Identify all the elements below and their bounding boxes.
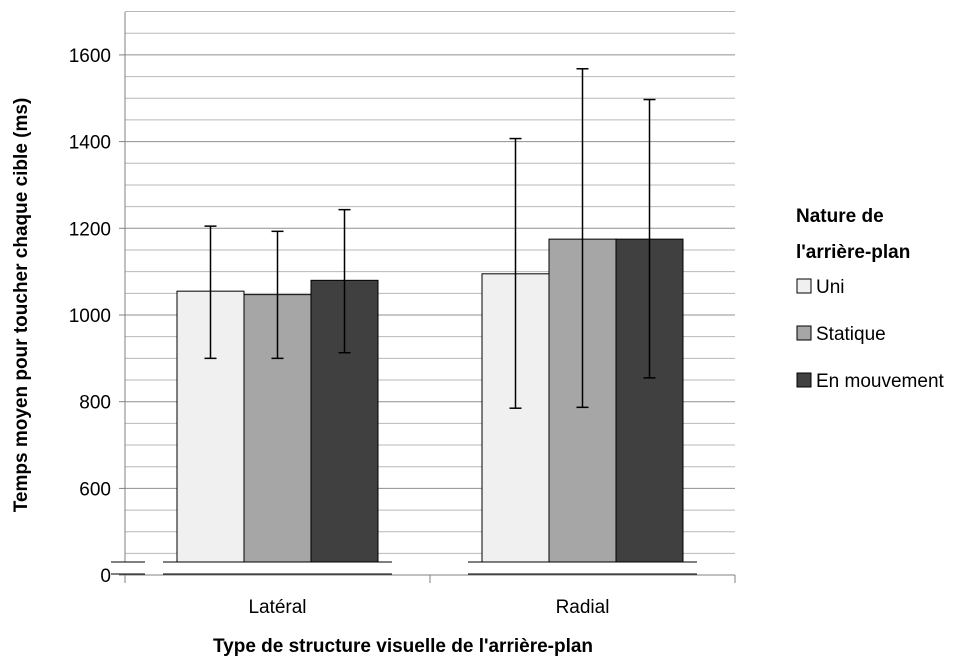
y-tick-label: 1000 [69, 306, 111, 327]
y-axis-title: Temps moyen pour toucher chaque cible (m… [11, 98, 32, 513]
legend: Nature de l'arrière-plan Uni Statique En m… [796, 206, 945, 392]
x-axis-title: Type de structure visuelle de l'arrière-… [213, 636, 593, 657]
legend-swatch [796, 325, 812, 341]
legend-title-line-1: Nature de [796, 206, 884, 227]
x-tick-label: Latéral [248, 597, 306, 618]
legend-title-line-2: l'arrière-plan [796, 242, 910, 263]
axis-break-band [468, 563, 697, 573]
y-tick-label: 1400 [69, 133, 111, 154]
error-bars [204, 68, 656, 409]
legend-label: Uni [816, 277, 845, 298]
legend-swatch [796, 278, 812, 294]
y-tick-label: 1200 [69, 219, 111, 240]
y-tick-label: 1600 [69, 46, 111, 67]
legend-label: Statique [816, 324, 886, 345]
y-tick-label: 0 [100, 566, 111, 587]
axes [111, 12, 736, 583]
y-tick-label: 800 [79, 393, 111, 414]
x-tick-labels: Latéral Radial [248, 597, 609, 618]
y-tick-label: 600 [79, 479, 111, 500]
x-tick-label: Radial [556, 597, 610, 618]
bars [163, 238, 697, 576]
legend-swatch [796, 372, 812, 388]
y-axis-break-band [111, 563, 139, 573]
y-tick-labels: 0 600 800 1000 1200 1400 1600 [69, 46, 111, 587]
legend-label: En mouvement [816, 371, 945, 392]
axis-break-band [163, 563, 392, 573]
